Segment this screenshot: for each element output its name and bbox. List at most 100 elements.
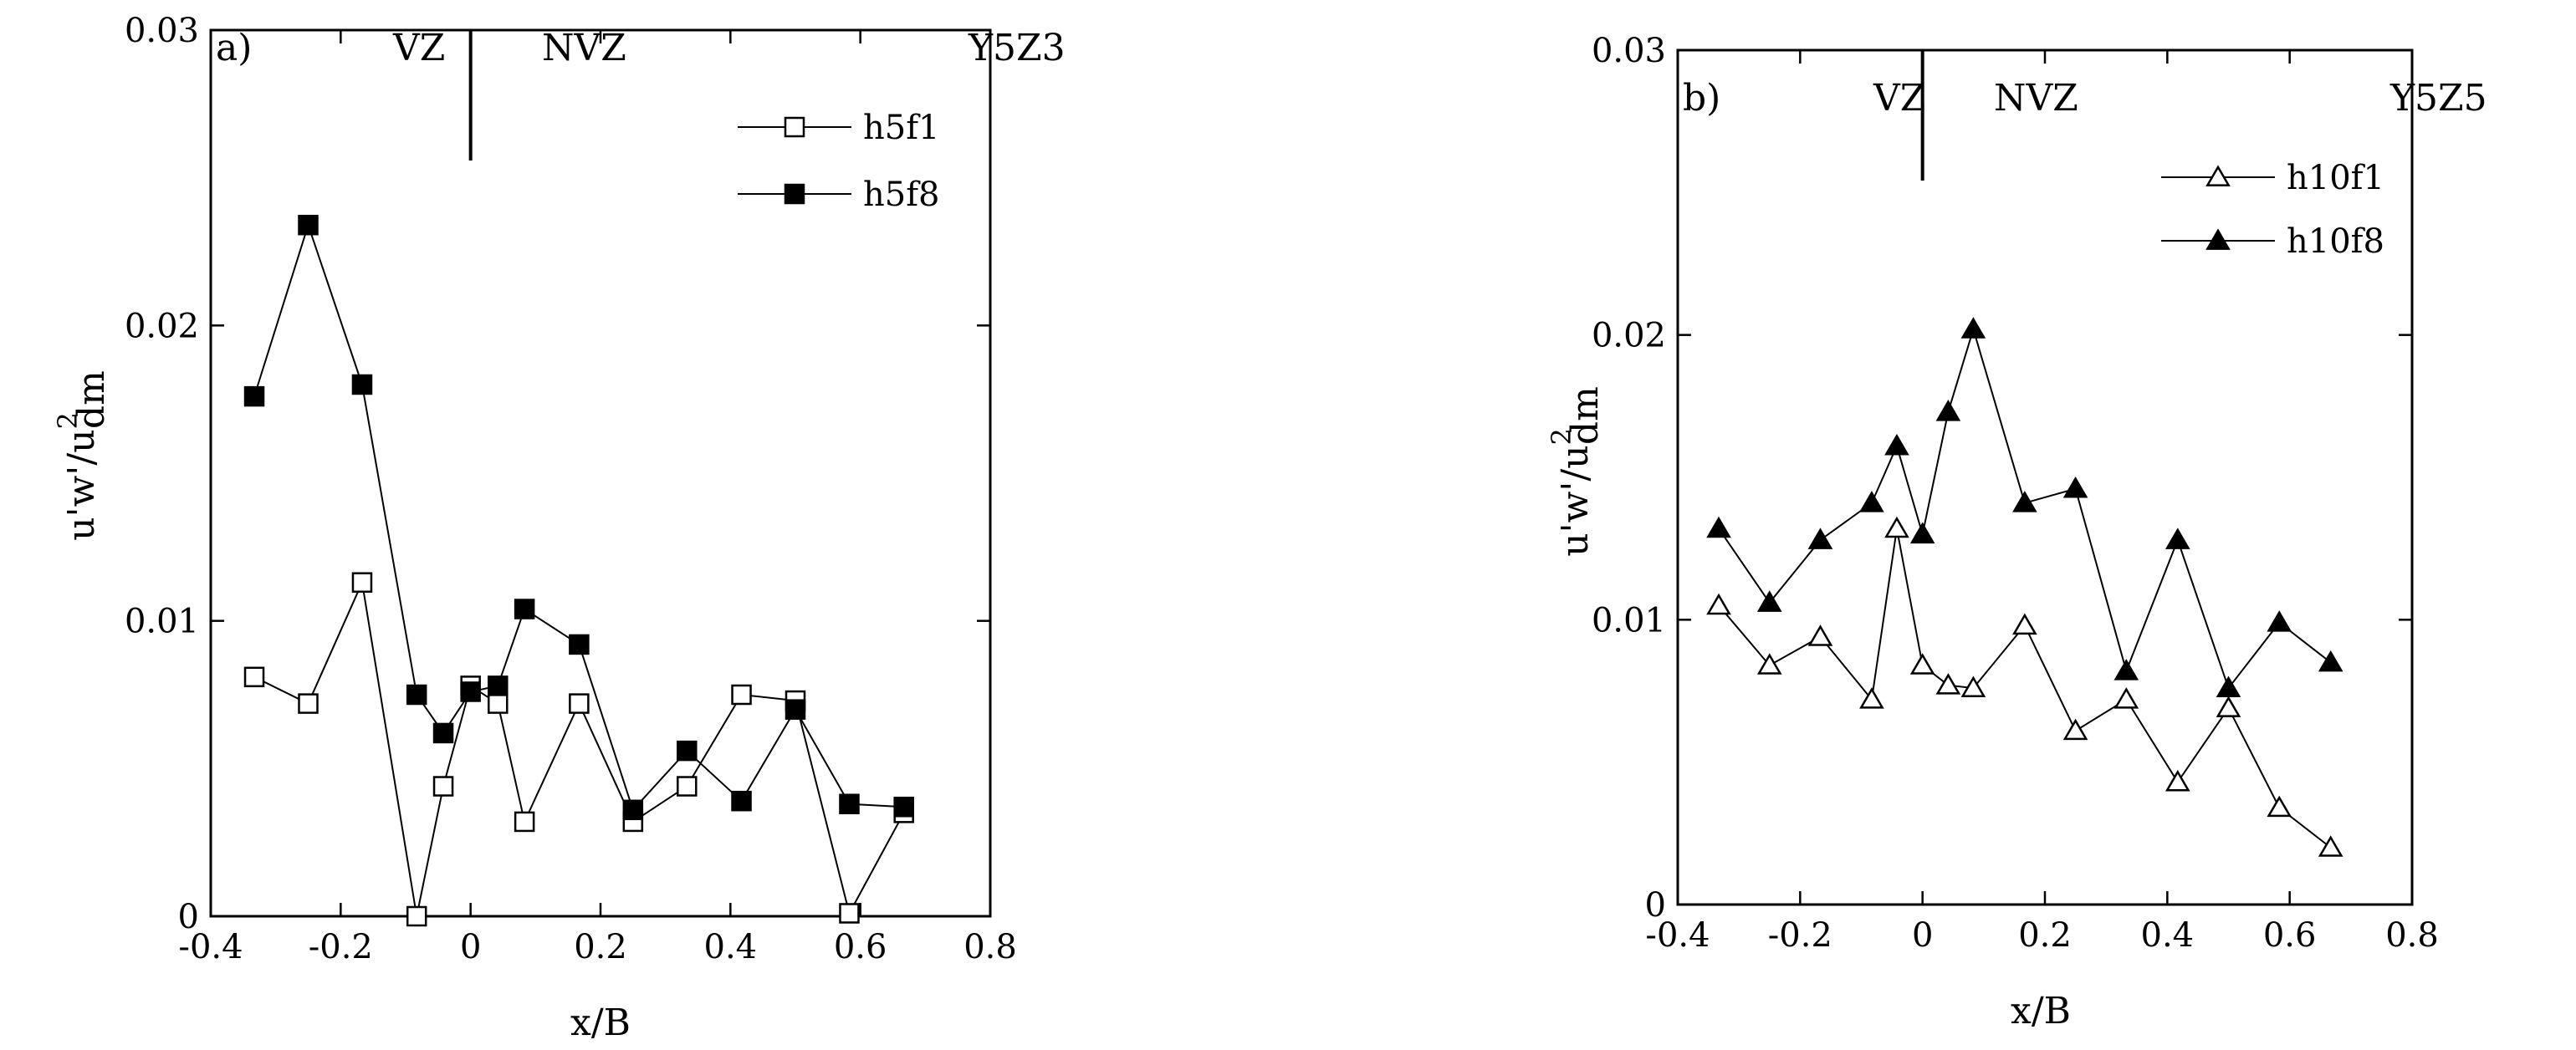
data-point-h5f8-13	[839, 793, 860, 814]
data-point-h5f8-6	[488, 675, 509, 696]
data-point-h5f1-7	[514, 811, 535, 833]
y-tick-label-b-1: 0.01	[1592, 601, 1666, 640]
data-point-h10f1-3	[1859, 687, 1884, 709]
data-point-h10f1-14	[2318, 835, 2343, 857]
legend-label-h10f8: h10f8	[2287, 222, 2384, 261]
x-tick-label-b-5: 0.6	[2263, 916, 2317, 955]
x-tick-label-b-3: 0.2	[2018, 916, 2072, 955]
data-point-h10f1-6	[1935, 673, 1961, 695]
legend-label-h10f1: h10f1	[2287, 159, 2384, 197]
data-point-h10f8-7	[1960, 317, 1986, 339]
y-tick-label-b-2: 0.02	[1592, 317, 1666, 355]
data-point-h5f8-5	[460, 681, 481, 702]
data-point-h10f8-4	[1884, 433, 1909, 456]
data-point-h5f1-8	[569, 693, 590, 714]
y-tick-label-a-2: 0.02	[125, 307, 199, 345]
data-point-h10f8-12	[2216, 675, 2241, 698]
data-point-h5f8-4	[432, 722, 454, 744]
y-tick-label-b-3: 0.03	[1592, 32, 1666, 70]
data-point-h5f8-7	[514, 599, 535, 619]
x-tick-label-b-0: -0.4	[1645, 916, 1710, 955]
case-label-a: Y5Z3	[968, 27, 1066, 69]
x-axis-label-a: x/B	[570, 1002, 631, 1044]
chart-panel-b: -0.4 -0.2 0 0.2 0.4 0.6 0.8 0 0.01 0.02 0.03 h10f1…	[1288, 0, 2576, 1050]
y-axis-label-main-a: u'w'/u	[60, 429, 103, 540]
zone-label-vz-a: VZ	[392, 27, 445, 69]
data-point-h5f1-10	[677, 776, 698, 797]
zone-label-vz-b: VZ	[1873, 77, 1925, 120]
y-axis-label-main-b: u'w'/u	[1554, 445, 1597, 556]
y-axis-label-sub-a: dm	[70, 370, 113, 429]
data-point-h5f8-14	[893, 797, 914, 818]
x-tick-label-a-5: 0.6	[834, 928, 887, 966]
y-tick-label-a-3: 0.03	[125, 12, 199, 50]
x-tick-label-a-1: -0.2	[309, 928, 373, 966]
data-point-h5f8-2	[351, 374, 373, 395]
x-tick-label-a-0: -0.4	[178, 928, 243, 966]
x-axis-label-b: x/B	[2011, 990, 2071, 1032]
series-line-h5f8	[253, 222, 904, 812]
data-point-h5f1-3	[406, 905, 427, 927]
data-point-h10f1-4	[1884, 516, 1909, 538]
y-axis-label-a: u'w'/u2dm	[52, 370, 113, 541]
legend-marker-h5f8	[784, 183, 805, 205]
data-point-h10f8-5	[1909, 522, 1935, 544]
data-point-h10f1-1	[1756, 653, 1782, 675]
svg-text:u'w'/u2dm: u'w'/u2dm	[1546, 386, 1607, 557]
data-point-h5f1-2	[351, 572, 373, 593]
svg-text:u'w'/u2dm: u'w'/u2dm	[52, 370, 113, 541]
data-point-h5f8-8	[569, 634, 590, 655]
data-point-h5f8-9	[622, 799, 644, 821]
data-point-h10f1-2	[1807, 624, 1833, 646]
data-point-h10f8-1	[1756, 590, 1782, 612]
data-point-h5f1-1	[298, 693, 319, 714]
y-tick-label-a-1: 0.01	[125, 603, 199, 641]
data-point-h10f8-3	[1859, 491, 1884, 512]
data-point-h5f1-6	[488, 693, 509, 714]
y-tick-label-a-0: 0	[178, 898, 199, 936]
x-tick-label-a-4: 0.4	[704, 928, 758, 966]
data-point-h5f8-3	[406, 684, 427, 706]
zone-label-nvz-a: NVZ	[542, 27, 626, 69]
data-point-h5f1-4	[432, 776, 454, 797]
x-tick-label-b-6: 0.8	[2385, 916, 2439, 955]
data-point-h10f8-11	[2165, 528, 2190, 549]
data-point-h5f8-1	[298, 214, 319, 236]
legend-marker-h10f1	[2205, 165, 2231, 186]
x-tick-label-a-2: 0	[460, 928, 481, 966]
chart-a-svg: -0.4 -0.2 0 0.2 0.4 0.6 0.8 0 0.01 0.02 0.03 h5f1 h…	[52, 12, 1066, 1044]
y-axis-label-sup-b: 2	[1546, 428, 1577, 445]
y-axis-label-b: u'w'/u2dm	[1546, 386, 1607, 557]
plot-frame-a	[209, 28, 992, 918]
data-point-h10f1-5	[1909, 653, 1935, 675]
data-point-h10f8-14	[2318, 650, 2343, 672]
data-point-h10f1-11	[2165, 769, 2190, 792]
data-point-h10f1-8	[2012, 613, 2037, 635]
legend-marker-h5f1	[784, 116, 805, 138]
x-tick-label-a-3: 0.2	[574, 928, 627, 966]
data-point-h5f8-0	[243, 385, 265, 407]
panel-label-b: b)	[1683, 77, 1720, 120]
data-point-h10f8-13	[2267, 610, 2292, 632]
y-axis-label-sup-a: 2	[52, 412, 84, 429]
data-point-h10f8-6	[1935, 400, 1961, 421]
y-axis-label-sub-b: dm	[1564, 386, 1607, 445]
data-point-h10f1-7	[1960, 675, 1986, 698]
case-label-b: Y5Z5	[2389, 77, 2487, 120]
data-point-h10f8-10	[2113, 659, 2139, 680]
data-point-h10f8-0	[1706, 516, 1731, 538]
panel-label-a: a)	[216, 27, 252, 69]
data-point-h10f1-0	[1706, 593, 1731, 615]
data-point-h5f8-12	[785, 699, 806, 720]
data-point-h5f8-10	[677, 740, 698, 762]
data-point-h10f8-8	[2012, 491, 2037, 512]
chart-panel-a: -0.4 -0.2 0 0.2 0.4 0.6 0.8 0 0.01 0.02 0.03 h5f1 h…	[52, 12, 1066, 1044]
data-point-h10f1-10	[2113, 687, 2139, 709]
data-point-h5f1-11	[731, 684, 752, 706]
data-point-h10f8-2	[1807, 528, 1833, 549]
legend-label-h5f1: h5f1	[863, 109, 939, 147]
zone-label-nvz-b: NVZ	[1994, 77, 2078, 120]
data-point-h10f1-13	[2267, 795, 2292, 818]
chart-b-svg: -0.4 -0.2 0 0.2 0.4 0.6 0.8 0 0.01 0.02 0.03 h10f1…	[1546, 32, 2487, 1032]
x-tick-label-b-1: -0.2	[1768, 916, 1832, 955]
